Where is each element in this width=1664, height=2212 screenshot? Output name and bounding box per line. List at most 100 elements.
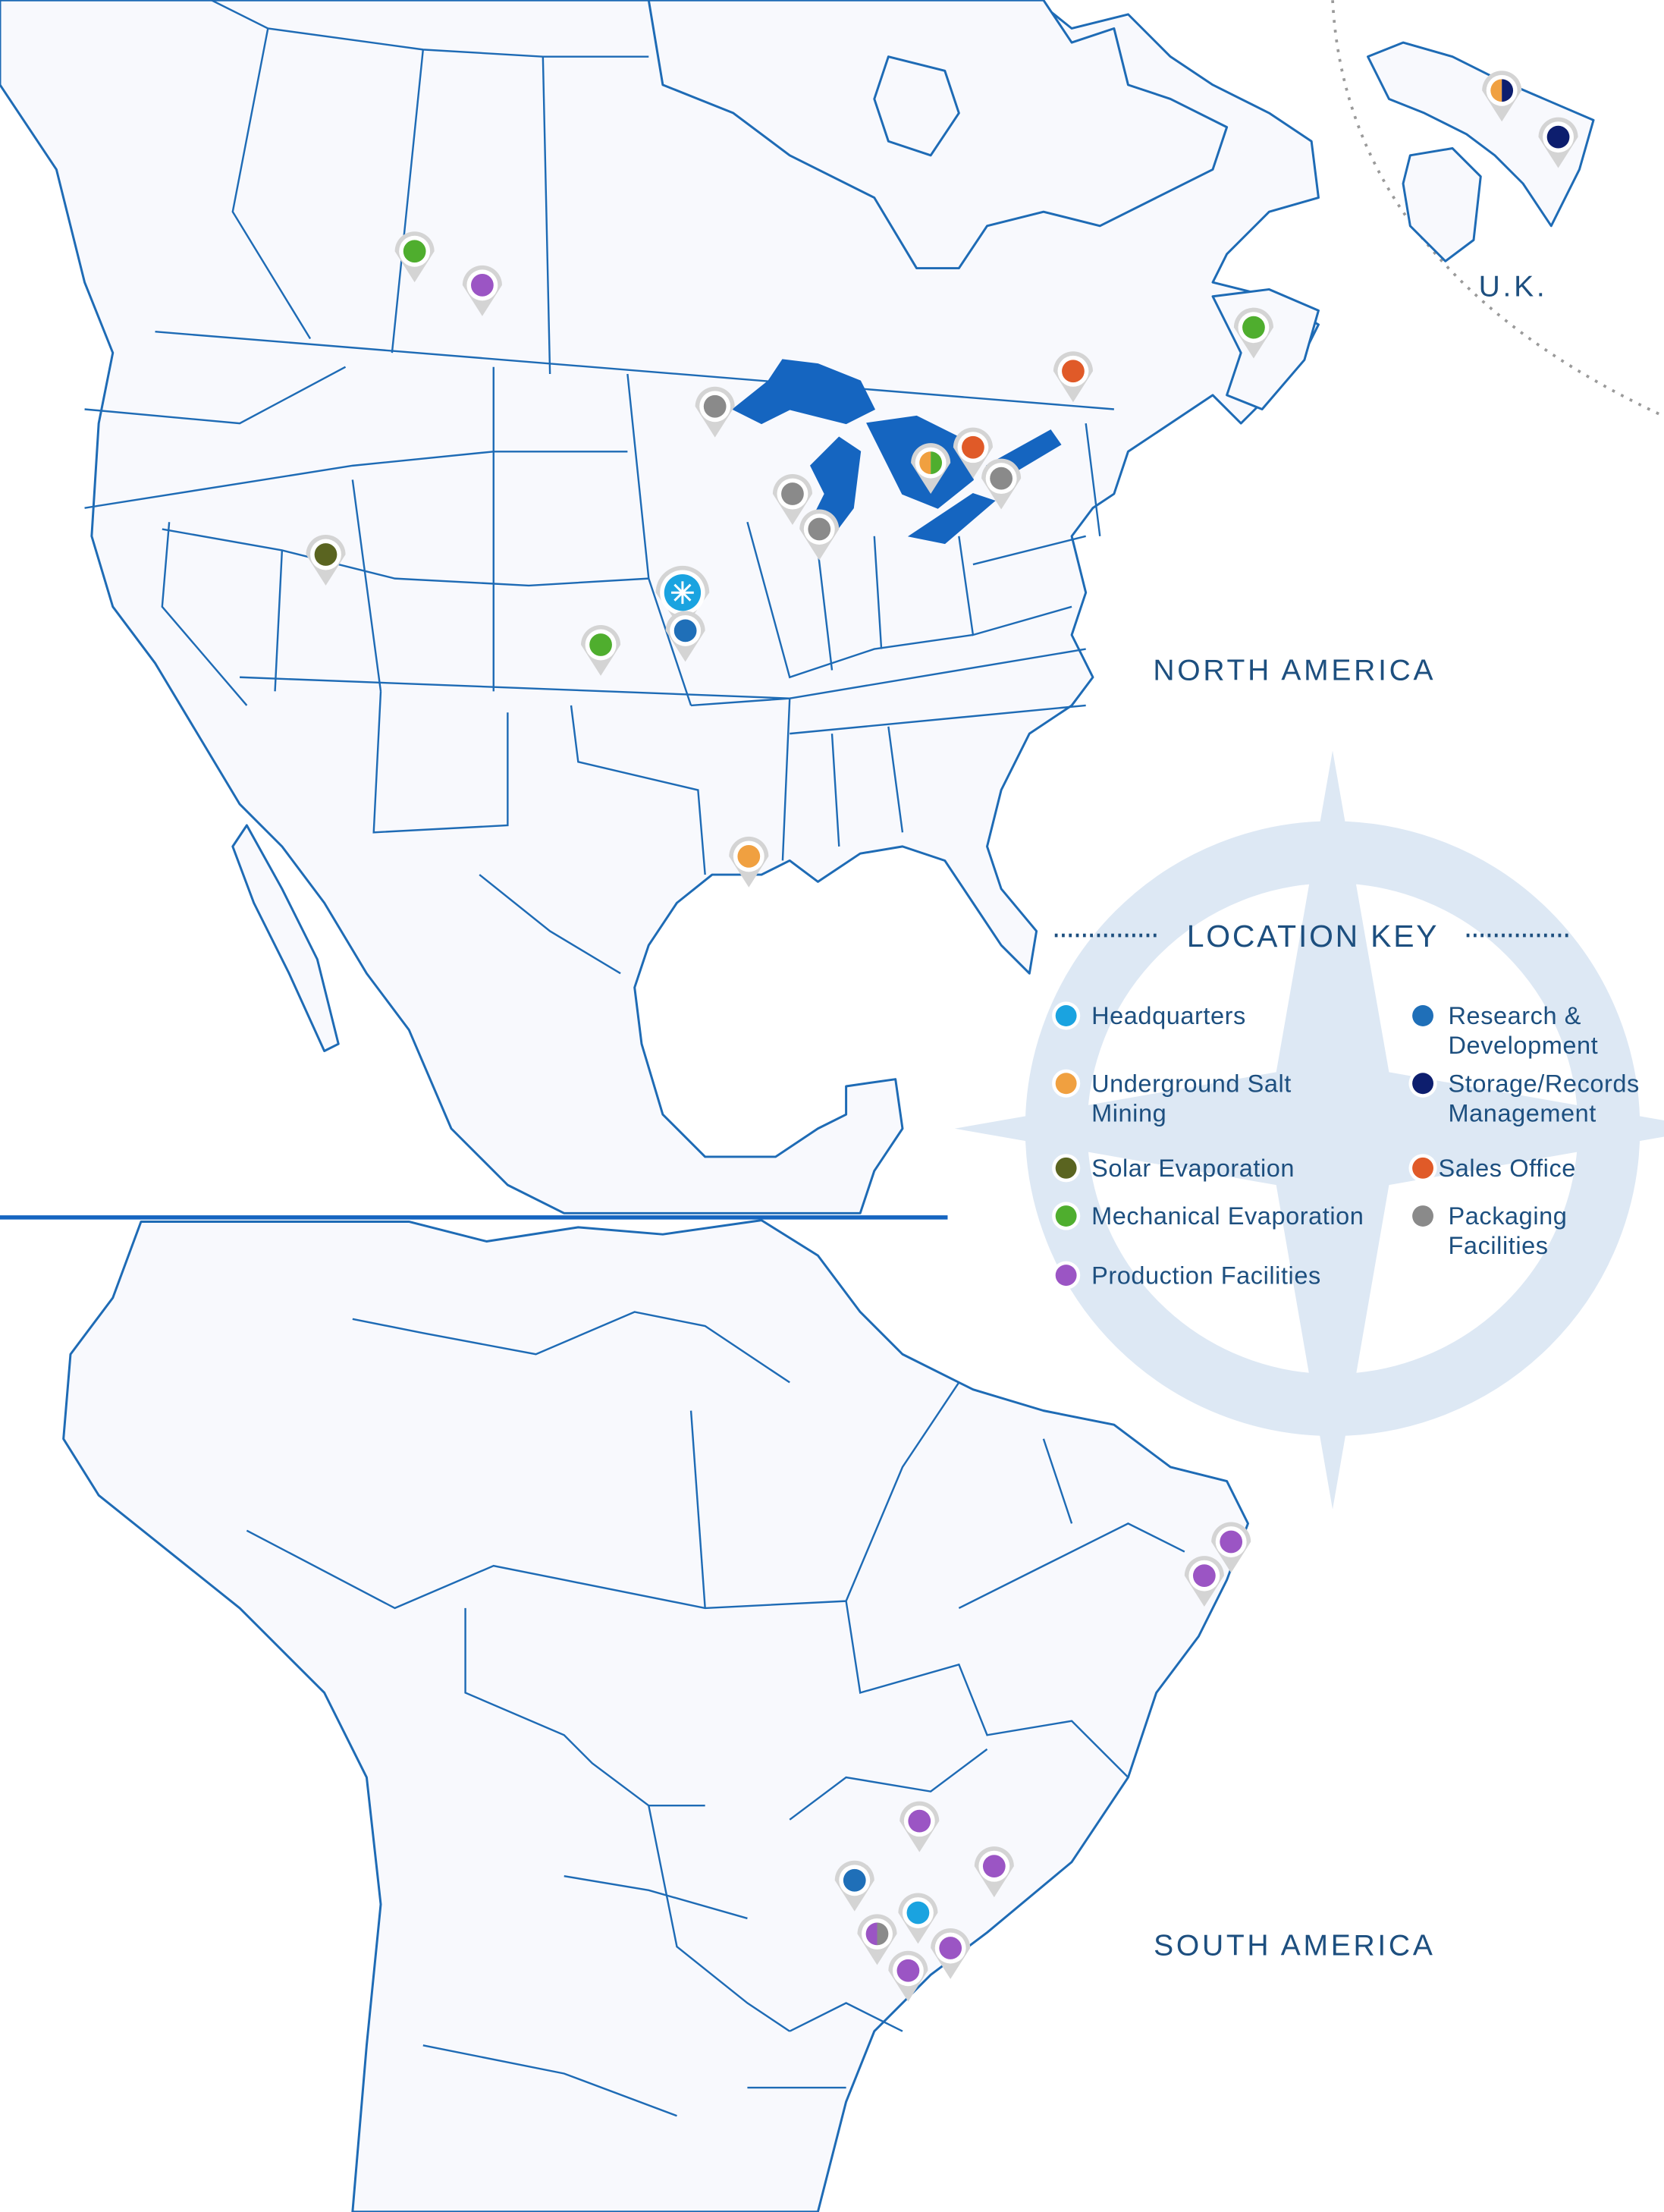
country-borders xyxy=(246,1311,1185,2117)
pin-dot-rd xyxy=(673,619,697,643)
label-north-america: NORTH AMERICA xyxy=(1153,654,1436,687)
key-item-mech: Mechanical Evaporation xyxy=(1052,1202,1364,1230)
location-pin-production[interactable] xyxy=(1184,1556,1224,1607)
state-borders xyxy=(84,0,1114,975)
key-swatch-mech xyxy=(1055,1205,1077,1227)
location-pin-hq[interactable] xyxy=(655,565,710,631)
location-pin-packaging[interactable] xyxy=(981,458,1022,510)
location-pin-hq[interactable] xyxy=(898,1893,938,1944)
pin-dot-sales xyxy=(1062,360,1085,383)
pin-dot-production xyxy=(471,274,494,297)
pin-dot-mech xyxy=(589,633,612,656)
south-america-landmass xyxy=(62,1219,1249,2212)
pin-dot-mech xyxy=(403,240,426,263)
compass-star-icon xyxy=(671,581,694,605)
north-america-map xyxy=(0,0,1320,1214)
key-label: Development xyxy=(1449,1032,1599,1059)
key-label: Headquarters xyxy=(1091,1002,1246,1029)
pin-dot-packaging xyxy=(703,394,727,418)
location-pin-production[interactable] xyxy=(888,1950,928,2002)
location-pin-storage[interactable] xyxy=(1538,117,1578,168)
location-pin-mech[interactable] xyxy=(581,624,621,676)
location-key: LOCATION KEY Headquarters Research & Devel… xyxy=(1052,919,1640,1290)
pin-dot-production xyxy=(896,1959,920,1982)
key-label: Production Facilities xyxy=(1091,1262,1321,1289)
label-uk: U.K. xyxy=(1479,271,1548,303)
ireland xyxy=(1402,147,1482,262)
location-pin-rd[interactable] xyxy=(665,611,705,662)
pin-dot-production xyxy=(1220,1530,1243,1554)
key-swatch-underground xyxy=(1055,1073,1077,1095)
key-swatch-sales xyxy=(1412,1157,1434,1179)
location-pin-underground[interactable] xyxy=(729,836,769,888)
key-swatch-storage xyxy=(1412,1073,1434,1095)
pin-dot-underground xyxy=(737,845,761,868)
location-pin-packaging[interactable] xyxy=(695,386,735,438)
key-item-rd: Research & Development xyxy=(1408,1001,1598,1059)
key-item-sales: Sales Office xyxy=(1408,1154,1576,1183)
hudson-bay-island xyxy=(873,55,960,157)
pin-dot-production xyxy=(908,1809,931,1833)
location-pin-packaging[interactable] xyxy=(799,509,840,561)
uk-inset xyxy=(1331,0,1664,418)
label-south-america: SOUTH AMERICA xyxy=(1154,1929,1435,1962)
key-label: Underground Salt xyxy=(1091,1070,1292,1097)
pin-dot-sales xyxy=(962,435,984,459)
pin-dot-production xyxy=(1192,1564,1216,1588)
key-label: Storage/Records xyxy=(1449,1070,1640,1097)
pin-dot-packaging xyxy=(808,517,831,541)
key-label: Mechanical Evaporation xyxy=(1091,1202,1364,1230)
location-pin-mech[interactable] xyxy=(394,231,435,283)
pin-dot-storage xyxy=(1502,79,1514,102)
key-label: Sales Office xyxy=(1439,1155,1576,1182)
key-item-solar: Solar Evaporation xyxy=(1052,1154,1295,1183)
great-britain xyxy=(1367,41,1595,228)
compass-ring xyxy=(1025,821,1640,1437)
key-swatch-solar xyxy=(1055,1157,1077,1179)
pin-dot-packaging xyxy=(781,482,804,505)
pin-dot-underground xyxy=(919,451,931,475)
south-america-map xyxy=(62,1219,1249,2212)
location-pin-packaging[interactable] xyxy=(772,474,812,525)
location-pins xyxy=(306,71,1578,2002)
pin-dot-production xyxy=(982,1855,1006,1878)
pin-dot-rd xyxy=(843,1868,866,1892)
location-pin-underground-mech[interactable] xyxy=(911,443,951,495)
key-swatch-rd xyxy=(1412,1005,1434,1026)
location-pin-solar[interactable] xyxy=(306,534,346,586)
location-pin-production[interactable] xyxy=(1211,1522,1251,1573)
key-label: Facilities xyxy=(1449,1232,1549,1259)
key-label: Research & xyxy=(1449,1002,1581,1029)
location-pin-sales[interactable] xyxy=(1053,351,1093,403)
key-swatch-packaging xyxy=(1412,1205,1434,1227)
key-label: Solar Evaporation xyxy=(1091,1155,1295,1182)
location-pin-production[interactable] xyxy=(462,265,502,316)
lake-superior xyxy=(732,359,876,425)
key-label: Mining xyxy=(1091,1099,1166,1126)
key-swatch-hq xyxy=(1055,1005,1077,1026)
location-pin-production-packaging[interactable] xyxy=(857,1914,897,1965)
pin-dot-underground xyxy=(1490,79,1502,102)
location-pin-mech[interactable] xyxy=(1233,307,1273,359)
pin-dot-production xyxy=(865,1922,878,1946)
key-item-hq: Headquarters xyxy=(1052,1001,1246,1030)
location-pin-sales[interactable] xyxy=(953,427,993,479)
location-pin-production[interactable] xyxy=(931,1928,971,1979)
location-pin-production[interactable] xyxy=(974,1846,1014,1898)
key-item-production: Production Facilities xyxy=(1052,1261,1321,1290)
location-pin-rd[interactable] xyxy=(834,1860,874,1912)
location-pin-production[interactable] xyxy=(900,1801,940,1852)
location-pin-underground-storage[interactable] xyxy=(1482,71,1522,122)
key-title: LOCATION KEY xyxy=(1187,919,1440,954)
compass-rose xyxy=(954,750,1664,1510)
lake-erie xyxy=(907,493,996,545)
pin-dot-hq xyxy=(906,1901,930,1925)
pin-dot-packaging xyxy=(990,467,1013,490)
pin-dot-solar xyxy=(314,543,338,566)
pin-dot-production xyxy=(939,1937,962,1959)
